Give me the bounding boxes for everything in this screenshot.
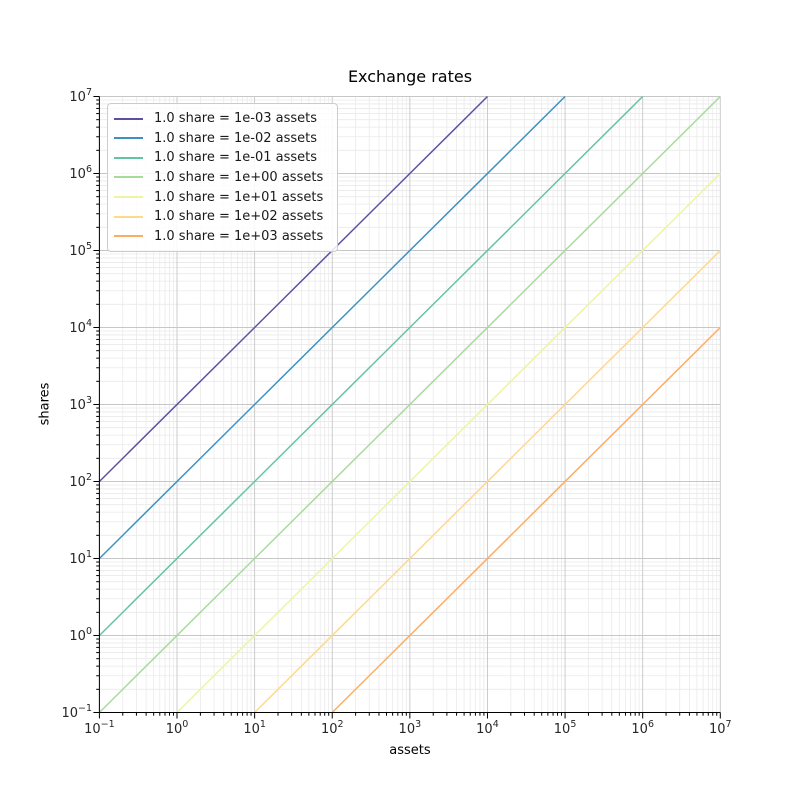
x-tick-label: 104 (476, 719, 499, 737)
series-lines (98, 95, 721, 714)
axis-ticks (93, 96, 721, 719)
series-line-3 (98, 95, 721, 714)
series-line-6 (331, 326, 721, 714)
legend-item-2: 1.0 share = 1e-01 assets (114, 148, 331, 167)
legend-label: 1.0 share = 1e-01 assets (154, 150, 318, 166)
legend-item-0: 1.0 share = 1e-03 assets (114, 109, 331, 128)
y-tick-label: 101 (69, 549, 92, 567)
legend-item-4: 1.0 share = 1e+01 assets (114, 188, 331, 207)
legend-label: 1.0 share = 1e+01 assets (154, 189, 324, 205)
tick-labels: 10−1 100 101 102 103 104 105 106 107 10−1 100 101 10… (61, 87, 731, 737)
x-tick-label: 105 (554, 719, 577, 737)
legend: 1.0 share = 1e-03 assets 1.0 share = 1e-0… (107, 103, 338, 252)
y-axis-label: shares (37, 382, 53, 426)
legend-item-6: 1.0 share = 1e+03 assets (114, 227, 331, 246)
y-tick-label: 106 (69, 164, 92, 182)
x-tick-label: 101 (243, 719, 266, 737)
legend-label: 1.0 share = 1e+02 assets (154, 209, 324, 225)
legend-line-swatch (114, 176, 143, 179)
legend-line-swatch (114, 117, 143, 120)
x-tick-label: 107 (709, 719, 732, 737)
legend-item-3: 1.0 share = 1e+00 assets (114, 168, 331, 187)
x-axis-label: assets (389, 743, 431, 758)
series-line-0 (98, 95, 488, 483)
y-tick-label: 102 (69, 472, 92, 490)
legend-line-swatch (114, 235, 143, 238)
legend-label: 1.0 share = 1e-02 assets (154, 130, 318, 146)
y-tick-label: 10−1 (61, 703, 92, 721)
y-tick-label: 105 (69, 241, 92, 259)
legend-line-swatch (114, 215, 143, 218)
legend-label: 1.0 share = 1e+03 assets (154, 228, 324, 244)
x-tick-label: 100 (166, 719, 189, 737)
y-tick-label: 104 (69, 318, 92, 336)
legend-item-5: 1.0 share = 1e+02 assets (114, 207, 331, 226)
y-tick-label: 107 (69, 87, 92, 105)
legend-line-swatch (114, 196, 143, 199)
x-tick-label: 10−1 (84, 719, 115, 737)
legend-item-1: 1.0 share = 1e-02 assets (114, 129, 331, 148)
x-tick-label: 103 (399, 719, 422, 737)
series-line-4 (176, 172, 721, 714)
y-tick-label: 103 (69, 395, 92, 413)
series-line-5 (254, 249, 721, 714)
series-line-1 (98, 95, 566, 560)
chart-title: Exchange rates (347, 67, 473, 86)
x-tick-label: 102 (321, 719, 344, 737)
series-line-2 (98, 95, 644, 637)
x-tick-label: 106 (631, 719, 654, 737)
y-tick-label: 100 (69, 626, 92, 644)
legend-label: 1.0 share = 1e+00 assets (154, 169, 324, 185)
legend-label: 1.0 share = 1e-03 assets (154, 111, 318, 127)
legend-line-swatch (114, 156, 143, 159)
legend-line-swatch (114, 137, 143, 140)
